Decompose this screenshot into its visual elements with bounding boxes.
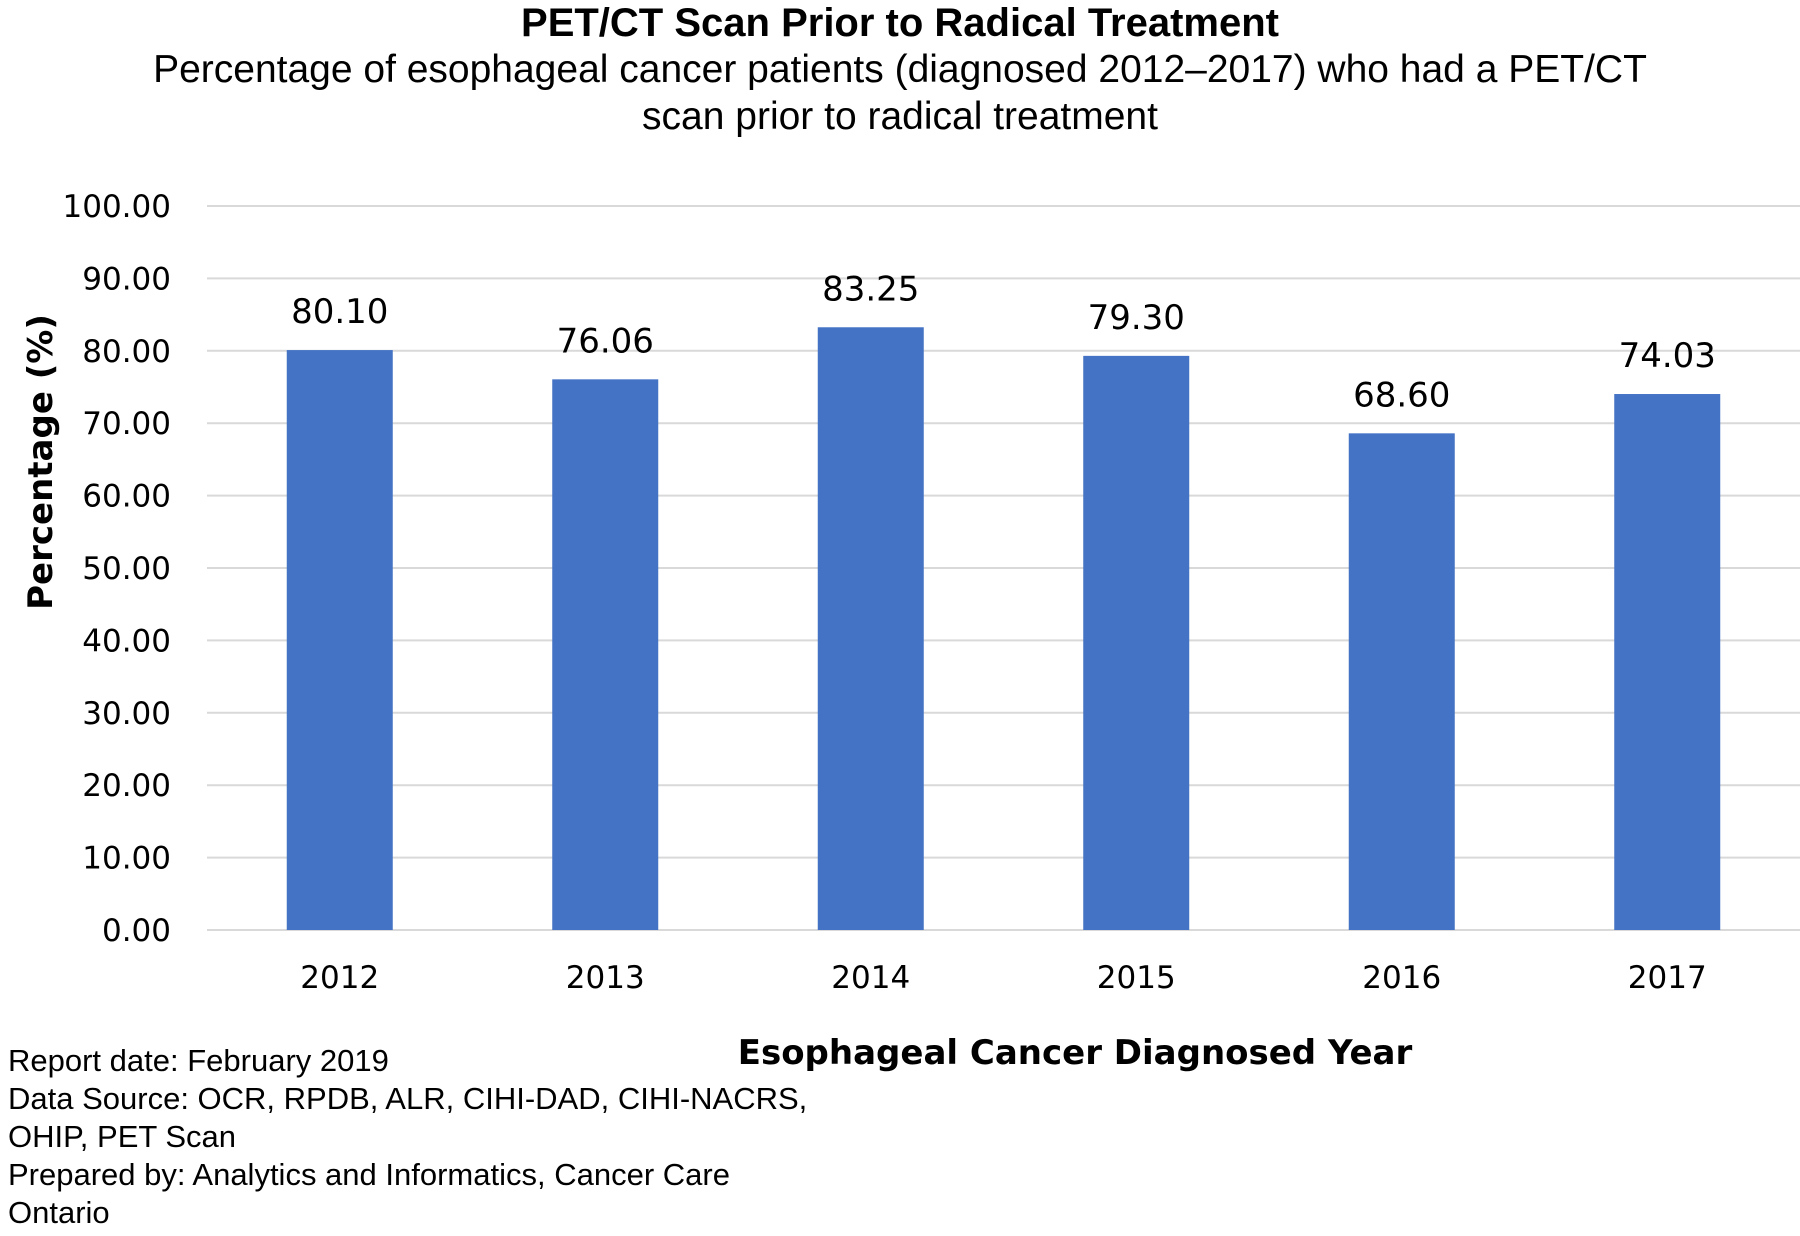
chart-title: PET/CT Scan Prior to Radical Treatment (521, 1, 1279, 45)
x-tick-label-2014: 2014 (831, 960, 910, 996)
x-tick-label-2012: 2012 (300, 960, 379, 996)
y-tick-label: 40.00 (82, 623, 171, 659)
bar-2017 (1614, 394, 1721, 930)
y-tick-labels: 0.00 10.00 20.00 30.00 40.00 50.00 60.00 70.00 8… (63, 189, 171, 949)
bar-2016 (1348, 433, 1455, 930)
data-label-2017: 74.03 (1619, 336, 1716, 376)
chart-subtitle: Percentage of esophageal cancer patients… (153, 48, 1647, 138)
data-label-2014: 83.25 (822, 269, 919, 309)
data-label-2015: 79.30 (1088, 298, 1185, 338)
data-source: Data Source: OCR, RPDB, ALR, CIHI-DAD, C… (8, 1081, 808, 1154)
bar-2015 (1083, 355, 1190, 930)
y-axis-title: Percentage (%) (21, 314, 61, 610)
y-tick-label: 50.00 (82, 551, 171, 587)
x-tick-label-2013: 2013 (566, 960, 645, 996)
footnotes: Report date: February 2019 Data Source: … (8, 1042, 808, 1232)
report-date: Report date: February 2019 (8, 1043, 389, 1078)
gridlines (207, 205, 1800, 931)
y-tick-label: 100.00 (63, 189, 171, 225)
y-tick-label: 0.00 (102, 913, 171, 949)
y-tick-label: 80.00 (82, 334, 171, 370)
data-label-2013: 76.06 (557, 321, 654, 361)
data-label-2012: 80.10 (291, 292, 388, 332)
bar-2014 (817, 327, 924, 930)
x-tick-label-2016: 2016 (1362, 960, 1441, 996)
bars (286, 327, 1721, 931)
y-tick-label: 10.00 (82, 841, 171, 877)
x-axis-title: Esophageal Cancer Diagnosed Year (738, 1033, 1413, 1073)
x-tick-label-2015: 2015 (1097, 960, 1176, 996)
y-tick-label: 70.00 (82, 406, 171, 442)
prepared-by: Prepared by: Analytics and Informatics, … (8, 1157, 730, 1230)
y-tick-label: 20.00 (82, 768, 171, 804)
bar-2012 (286, 350, 393, 930)
chart-header: PET/CT Scan Prior to Radical Treatment P… (0, 0, 1800, 140)
bar-2013 (552, 379, 659, 931)
data-label-2016: 68.60 (1353, 375, 1450, 415)
x-tick-labels: 2012 2013 2014 2015 2016 2017 (300, 960, 1706, 996)
y-tick-label: 60.00 (82, 479, 171, 515)
data-labels: 80.10 76.06 83.25 79.30 68.60 74.03 (291, 269, 1716, 415)
y-tick-label: 30.00 (82, 696, 171, 732)
y-tick-label: 90.00 (82, 261, 171, 297)
x-tick-label-2017: 2017 (1628, 960, 1707, 996)
